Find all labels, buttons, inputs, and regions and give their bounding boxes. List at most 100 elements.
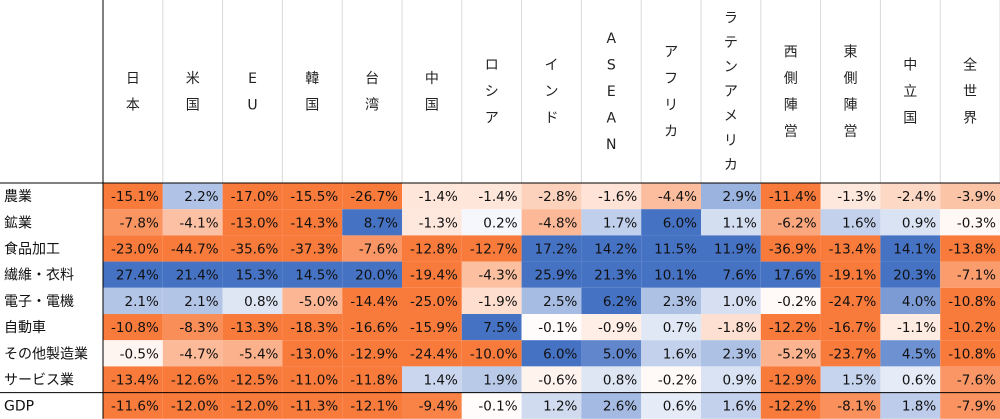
cell-value-label: -4.1% [179,215,218,231]
column-header: 全世界 [963,57,977,127]
heatmap-cell [103,183,163,210]
heatmap-cell [461,340,522,367]
heatmap-cell [103,366,163,393]
heatmap-cell [162,287,223,314]
heatmap-cell [342,287,402,314]
cell-value-label: -12.0% [231,399,279,415]
row-label: 自動車 [4,319,46,336]
cell-value-label: 1.6% [663,346,697,362]
heatmap-cell [222,287,283,314]
heatmap-cell [940,235,1000,262]
heatmap-cell [342,314,402,341]
cell-value-label: 14.2% [594,242,637,258]
heatmap-cell [940,183,1000,210]
cell-value-label: 20.3% [893,268,936,284]
heatmap-cell [940,287,1000,314]
heatmap-cell [222,314,283,341]
heatmap-cell [760,392,821,419]
cell-value-label: 14.1% [893,242,936,258]
cell-value-label: -44.7% [171,242,219,258]
heatmap-cell [820,209,881,236]
cell-value-label: -12.5% [231,373,279,389]
cell-value-label: -11.3% [290,399,338,415]
cell-value-label: -16.6% [350,320,398,336]
heatmap-cell [282,340,343,367]
cell-value-label: 17.6% [774,268,817,284]
cell-value-label: -9.4% [419,399,458,415]
cell-value-label: -24.7% [829,294,877,310]
cell-value-label: -37.3% [290,242,338,258]
heatmap-cell [521,261,582,288]
heatmap-cell [701,314,761,341]
cell-value-label: -0.2% [777,294,816,310]
cell-value-label: -13.0% [231,215,279,231]
cell-value-label: -0.5% [120,346,159,362]
cell-value-label: -14.3% [290,215,338,231]
cell-value-label: -1.3% [419,215,458,231]
cell-value-label: -13.0% [290,346,338,362]
heatmap-cell [282,183,343,210]
cell-value-label: -12.0% [171,399,219,415]
cell-value-label: 0.9% [722,373,756,389]
column-header: 西側陣営 [784,44,798,140]
cell-value-label: -5.2% [777,346,816,362]
heatmap-cell [940,340,1000,367]
heatmap-cell [820,314,881,341]
cell-value-label: -12.9% [350,346,398,362]
cell-value-label: 14.5% [295,268,338,284]
heatmap-cell [641,287,701,314]
heatmap-cell [222,340,283,367]
heatmap-cell [342,392,402,419]
heatmap-cell [521,183,582,210]
heatmap-cell [342,235,402,262]
heatmap-cell [880,340,941,367]
cell-value-label: 2.2% [184,189,218,205]
cell-value-label: 1.6% [722,399,756,415]
heatmap-cell [282,314,343,341]
cell-value-label: 20.0% [355,268,398,284]
cell-value-label: -7.1% [957,268,996,284]
cell-value-label: -1.1% [897,320,936,336]
cell-value-label: 1.9% [483,373,517,389]
heatmap-cell [521,209,582,236]
heatmap-cell [103,340,163,367]
heatmap-cell [641,261,701,288]
heatmap-cell [880,209,941,236]
cell-value-label: -0.1% [538,320,577,336]
heatmap-cell [342,340,402,367]
heatmap-cell [402,261,462,288]
cell-value-label: -36.9% [769,242,817,258]
cell-value-label: 15.3% [236,268,279,284]
column-header: 東側陣営 [844,44,858,140]
heatmap-cell [282,392,343,419]
cell-value-label: -3.9% [957,189,996,205]
cell-value-label: -6.2% [777,215,816,231]
heatmap-cell [342,183,402,210]
heatmap-cell [701,235,761,262]
heatmap-cell [880,183,941,210]
row-label: その他製造業 [4,346,88,362]
cell-value-label: 0.8% [603,373,637,389]
heatmap-cell [940,314,1000,341]
heatmap-cell [103,392,163,419]
heatmap-cell [880,261,941,288]
heatmap-cell [760,183,821,210]
heatmap-cell [402,314,462,341]
heatmap-cell [760,340,821,367]
cell-value-label: 4.0% [902,294,936,310]
cell-value-label: 1.7% [603,215,637,231]
cell-value-label: -2.4% [897,189,936,205]
cell-value-label: -10.0% [470,346,518,362]
cell-value-label: 0.6% [663,399,697,415]
cell-value-label: -1.8% [718,320,757,336]
cell-value-label: -12.2% [769,320,817,336]
cell-value-label: -13.4% [111,373,159,389]
heatmap-cell [222,235,283,262]
row-label: 鉱業 [4,214,32,231]
column-header: ロシア [485,58,499,127]
heatmap-cell [880,366,941,393]
cell-value-label: -10.8% [948,294,996,310]
heatmap-cell [581,340,642,367]
cell-value-label: -11.6% [111,399,159,415]
